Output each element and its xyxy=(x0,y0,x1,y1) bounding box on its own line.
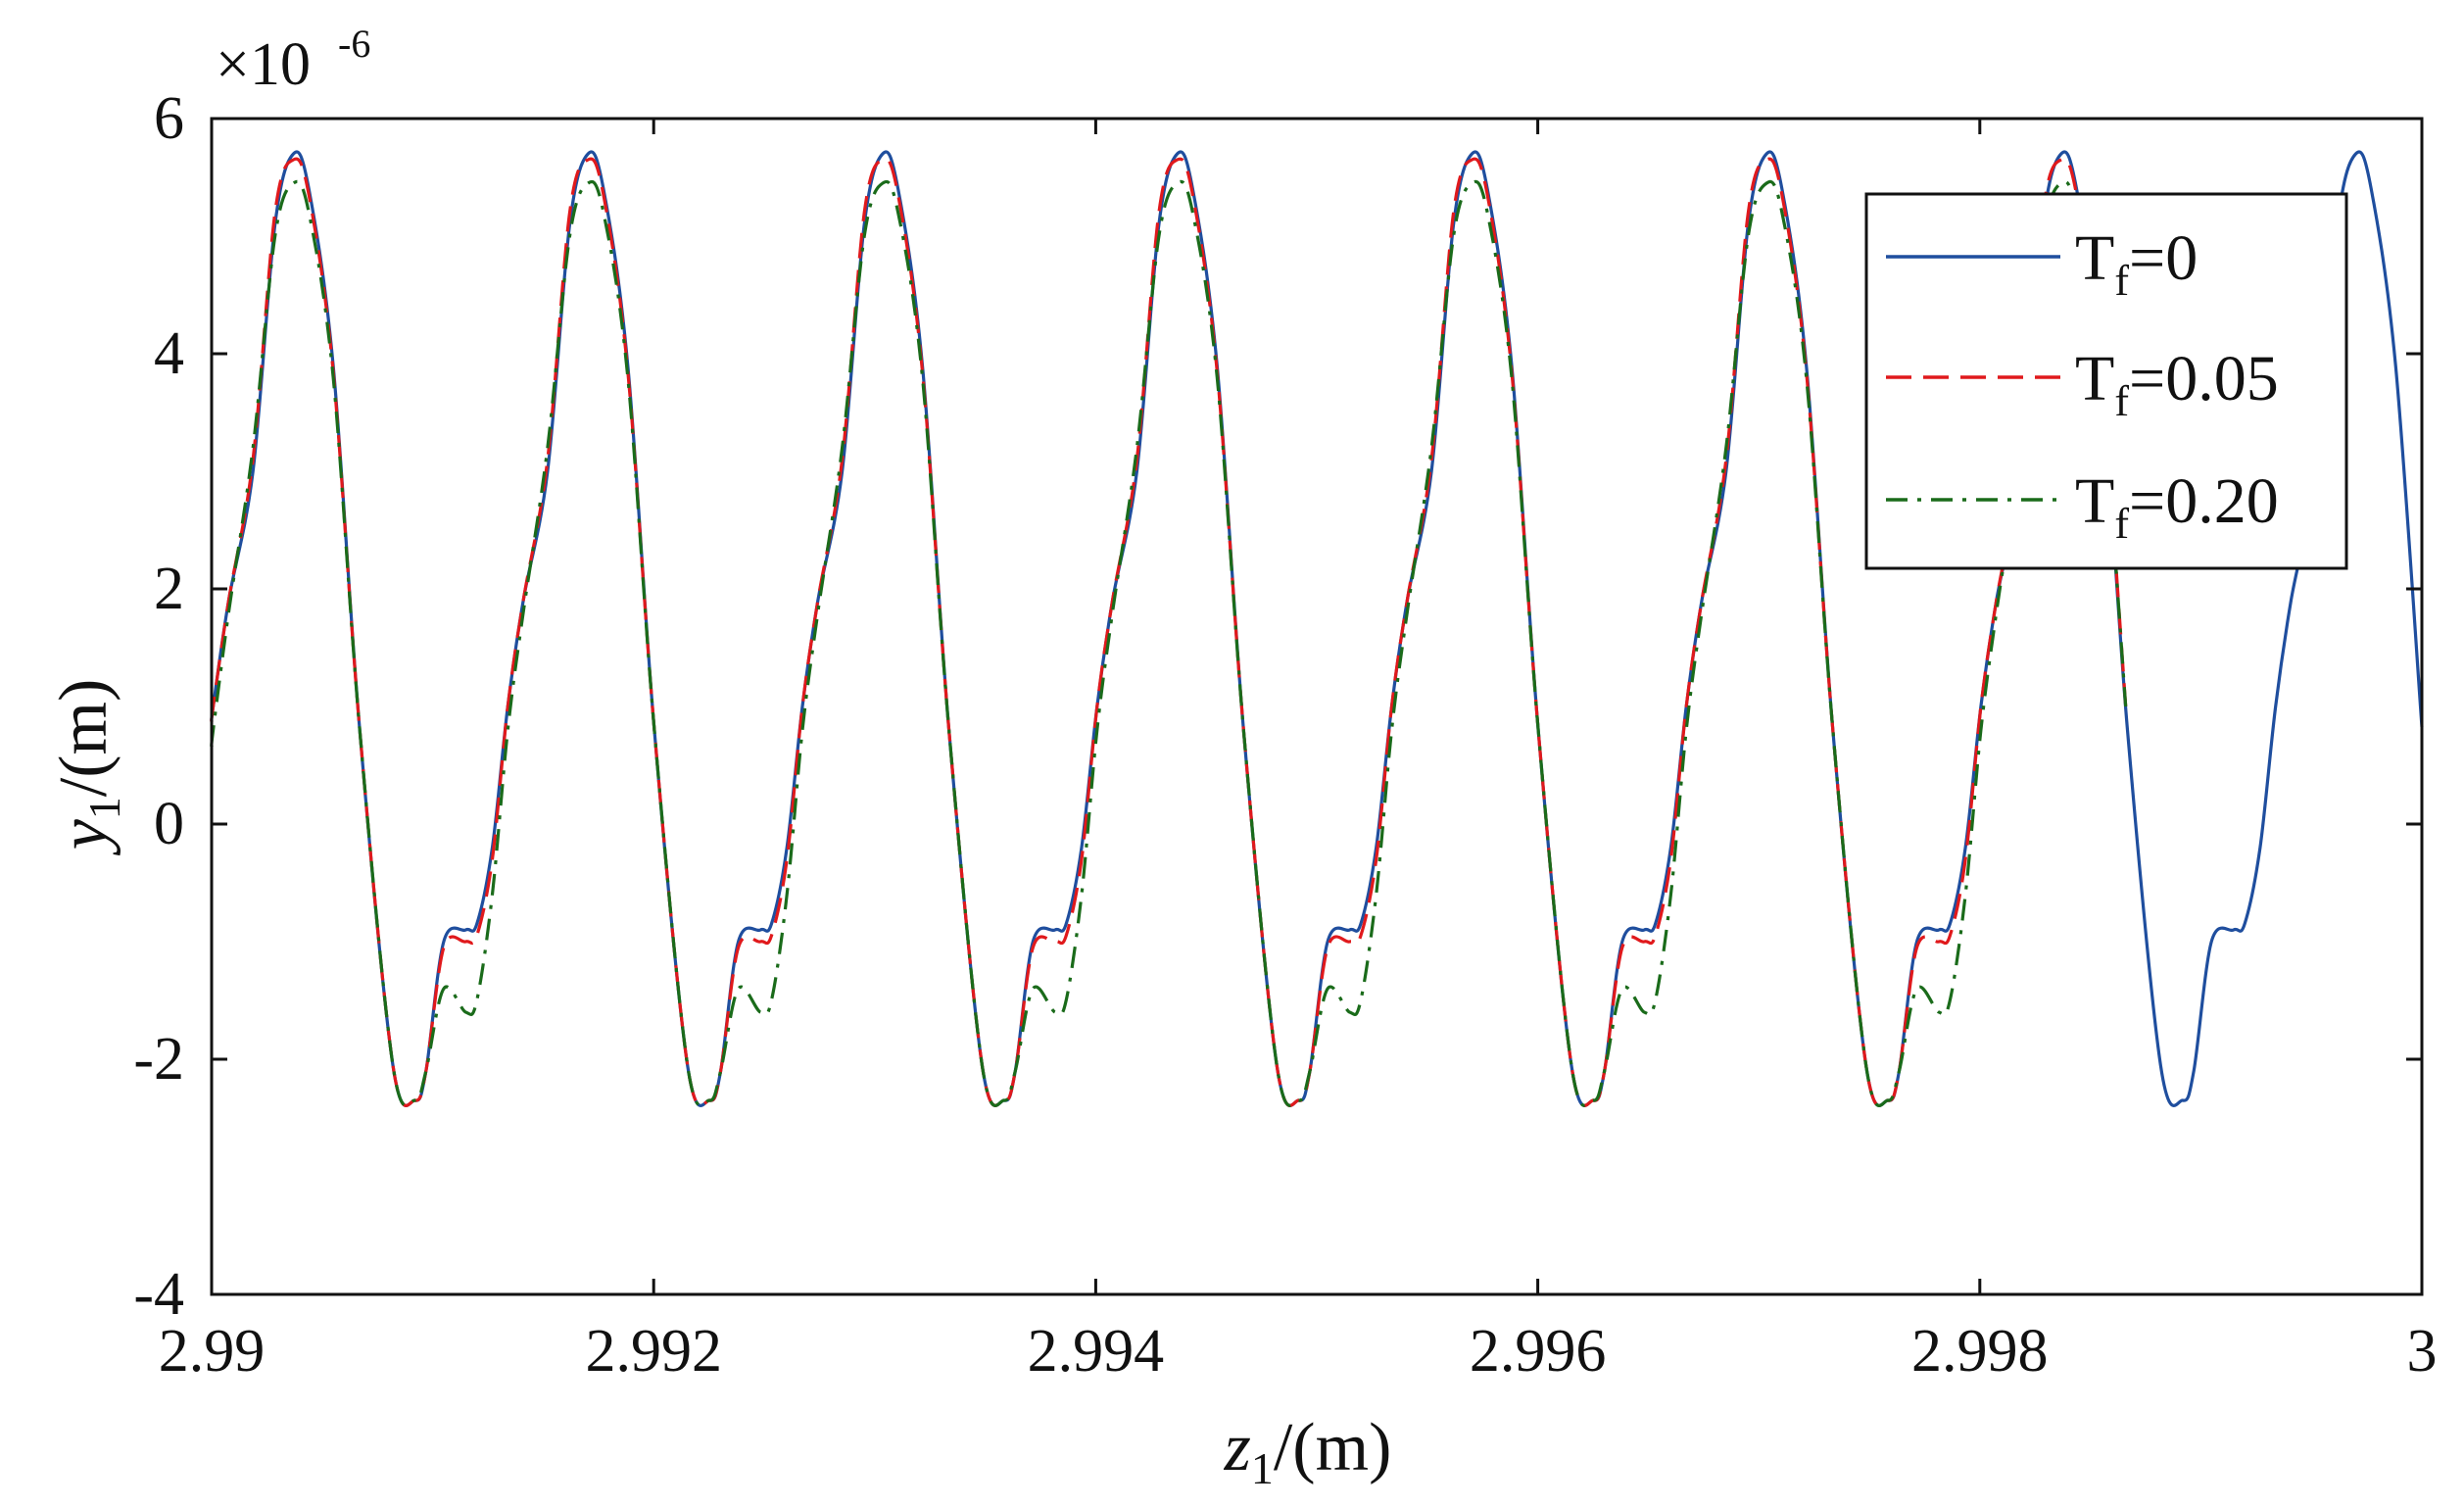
legend-label-tf-005-value: =0.05 xyxy=(2129,343,2279,414)
series-line xyxy=(210,179,2128,1107)
x-axis-label-sub: 1 xyxy=(1251,1443,1274,1493)
x-tick-label: 2.992 xyxy=(585,1318,722,1385)
legend-label-tf-020-sub: f xyxy=(2114,500,2129,548)
y-tick-label: 0 xyxy=(154,791,184,857)
legend-entry-tf-005: Tf=0.05 xyxy=(1886,343,2279,425)
svg-text:y1/(m): y1/(m) xyxy=(46,679,129,856)
x-tick-label: 2.99 xyxy=(159,1318,266,1385)
y-axis-label-sub: 1 xyxy=(79,797,129,819)
legend-label-tf-0-value: =0 xyxy=(2129,222,2198,294)
plot-frame xyxy=(210,117,2424,1296)
svg-text:Tf=0.05: Tf=0.05 xyxy=(2075,343,2279,425)
legend-label-tf-005-sub: f xyxy=(2114,377,2129,425)
svg-text:Tf=0.20: Tf=0.20 xyxy=(2075,465,2279,548)
y-tick-label: -4 xyxy=(133,1261,184,1328)
x-tick-label: 3 xyxy=(2407,1318,2438,1385)
tick-layer: 2.99 2.992 2.994 2.996 2.998 3 -4 -2 0 2 4 6 xyxy=(133,85,2437,1385)
y-axis-label-main: y xyxy=(46,818,121,855)
x-tick-label: 2.998 xyxy=(1911,1318,2049,1385)
svg-text:Tf=0: Tf=0 xyxy=(2075,222,2198,305)
x-axis-label-main: z xyxy=(1224,1410,1251,1485)
legend-entry-tf-020: Tf=0.20 xyxy=(1886,465,2279,548)
legend-label-tf-0-main: T xyxy=(2075,222,2114,294)
y-axis-label: y1/(m) xyxy=(46,679,129,856)
legend: Tf=0 Tf=0.05 Tf=0.20 xyxy=(1864,192,2348,570)
legend-label-tf-005-main: T xyxy=(2075,343,2114,414)
axis-multiplier: ×10 -6 xyxy=(216,22,370,98)
x-axis-label-unit: /(m) xyxy=(1274,1410,1392,1485)
legend-entry-tf-0: Tf=0 xyxy=(1886,222,2198,305)
multiplier-exponent: -6 xyxy=(338,22,370,66)
y-tick-label: 4 xyxy=(154,320,184,387)
multiplier-base: ×10 xyxy=(216,31,311,98)
legend-label-tf-0-sub: f xyxy=(2114,257,2129,305)
series-layer xyxy=(210,150,2424,1107)
y-tick-label: 6 xyxy=(154,85,184,152)
legend-label-tf-020-main: T xyxy=(2075,465,2114,537)
y-axis-label-unit: /(m) xyxy=(46,679,121,798)
x-tick-label: 2.996 xyxy=(1470,1318,1607,1385)
x-axis-label: z1/(m) xyxy=(1224,1410,1392,1493)
svg-text:z1/(m): z1/(m) xyxy=(1224,1410,1392,1493)
y-tick-label: -2 xyxy=(133,1026,184,1093)
y-tick-label: 2 xyxy=(154,556,184,622)
x-tick-label: 2.994 xyxy=(1028,1318,1165,1385)
legend-label-tf-020-value: =0.20 xyxy=(2129,465,2279,537)
